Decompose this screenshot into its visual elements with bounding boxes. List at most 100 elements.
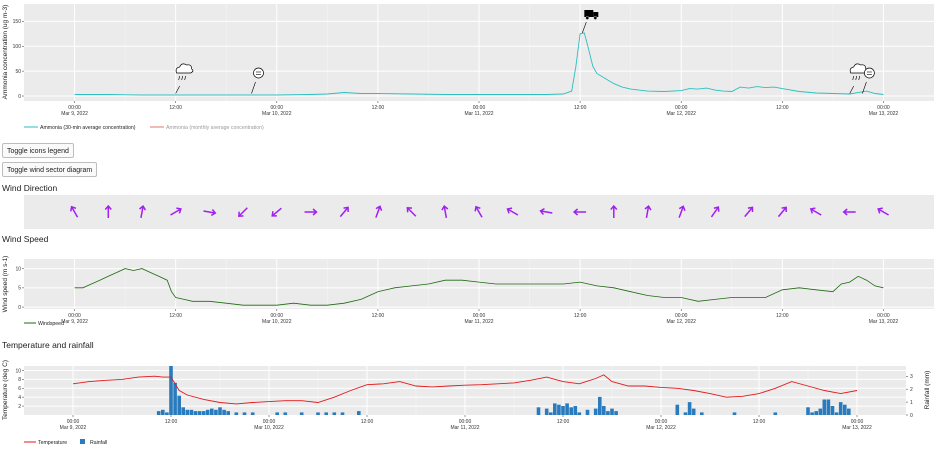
rainfall-bar — [169, 366, 173, 415]
arrow-shaft — [272, 207, 282, 217]
wind-direction-arrow — [238, 207, 248, 218]
rainfall-bar — [593, 408, 598, 415]
x-tick-label: 12:00 — [372, 105, 385, 111]
arrow-shaft — [540, 210, 553, 214]
toggle-icons-legend-button[interactable]: Toggle icons legend — [2, 143, 74, 158]
legend-label-monthly: Ammonia (monthly average concentration) — [166, 125, 264, 131]
arrow-head — [104, 204, 112, 210]
rainfall-bar — [340, 412, 345, 415]
wind-direction-arrow — [406, 206, 417, 217]
x-tick-date-label: Mar 12, 2022 — [666, 319, 696, 325]
arrow-shaft — [744, 207, 753, 218]
rainfall-bar — [181, 407, 185, 415]
rainfall-bar — [316, 412, 320, 415]
y-tick-label: 50 — [15, 69, 21, 75]
icon-pointer-line — [849, 85, 855, 94]
arrow-shaft — [507, 208, 519, 216]
y-tick-label: 6 — [18, 386, 21, 392]
y-axis-label: Temperature (deg C) — [2, 360, 9, 420]
rain-cloud-icon — [175, 63, 194, 94]
x-tick-date-label: Mar 10, 2022 — [254, 425, 284, 431]
rain-cloud-icon — [849, 63, 868, 94]
arrow-head — [210, 209, 217, 217]
rainfall-bar — [553, 403, 557, 415]
rainfall-bar — [156, 411, 161, 415]
arrow-head — [539, 207, 545, 215]
arrow-head — [312, 208, 318, 216]
rainfall-bar — [826, 399, 831, 415]
rainfall-bar — [687, 402, 692, 415]
rainfall-bar — [814, 411, 818, 415]
wind-direction-arrow — [644, 204, 652, 219]
arrow-shaft — [238, 207, 248, 217]
rainfall-bar — [843, 404, 847, 415]
arrow-head — [238, 211, 244, 218]
x-tick-date-label: Mar 9, 2022 — [61, 319, 88, 325]
rainfall-bar — [189, 409, 194, 415]
rainfall-bar — [242, 412, 247, 415]
rainfall-bar — [173, 382, 177, 415]
x-tick-date-label: Mar 11, 2022 — [464, 111, 493, 117]
y-tick-label: 100 — [13, 44, 22, 50]
rain-drop — [858, 75, 861, 81]
legend-label-rainfall: Rainfall — [90, 440, 107, 446]
toggle-wind-sector-button[interactable]: Toggle wind sector diagram — [2, 162, 98, 177]
rainfall-bar — [573, 406, 578, 415]
x-tick-label: 12:00 — [574, 313, 587, 319]
icon-pointer-line — [251, 81, 256, 94]
arrow-head — [809, 207, 816, 214]
y-tick-label: 0 — [18, 94, 21, 100]
icon-pointer-line — [582, 21, 587, 33]
wind-direction-arrow — [203, 209, 217, 217]
x-tick-label: 00:00 — [675, 105, 688, 111]
x-tick-label: 00:00 — [877, 105, 890, 111]
x-tick-label: 00:00 — [271, 313, 284, 319]
wind-direction-arrow — [809, 207, 822, 216]
arrow-head — [70, 205, 77, 212]
rain-drop — [178, 75, 180, 81]
wind-direction-arrow — [539, 207, 553, 215]
rainfall-bar — [818, 408, 823, 415]
wind-direction-arrow — [572, 208, 587, 216]
arrow-head — [271, 211, 277, 217]
cloud-shape — [175, 63, 194, 74]
arrow-head — [343, 206, 349, 213]
truck-body — [584, 10, 594, 17]
rain-drop — [181, 75, 183, 81]
x-tick-label: 12:00 — [165, 419, 178, 425]
arrow-shaft — [203, 210, 215, 214]
arrow-head — [441, 204, 449, 211]
rainfall-bar — [700, 412, 704, 415]
arrow-head — [842, 208, 848, 216]
legend-label-windspeed: Windspeed — [38, 321, 64, 327]
x-tick-label: 12:00 — [776, 105, 789, 111]
rainfall-bar — [214, 409, 218, 415]
x-tick-date-label: Mar 13, 2022 — [842, 425, 872, 431]
rainfall-bar — [299, 412, 304, 415]
rainfall-bar — [177, 395, 181, 415]
x-tick-label: 12:00 — [776, 313, 789, 319]
wind-direction-arrow — [441, 204, 449, 219]
y-tick-label: 10 — [15, 368, 21, 374]
rainfall-bar — [610, 408, 614, 415]
arrow-shaft — [878, 208, 889, 216]
rainfall-bar — [822, 399, 827, 415]
rain-drop — [852, 75, 855, 81]
rainfall-bar — [557, 404, 561, 415]
y-tick-label: 150 — [13, 19, 22, 25]
x-tick-label: 00:00 — [851, 419, 864, 425]
arrow-head — [610, 204, 618, 210]
windspeed-series-line — [74, 268, 884, 306]
x-tick-label: 00:00 — [675, 313, 688, 319]
icon-pointer-line — [175, 85, 180, 94]
wind-direction-arrow — [70, 205, 79, 218]
arrow-shaft — [71, 206, 79, 218]
clock-icon — [251, 67, 264, 94]
rainfall-bar — [250, 412, 255, 415]
wind-direction-arrow — [139, 204, 147, 219]
rainfall-bar — [565, 403, 569, 415]
rainfall-bar — [283, 412, 288, 415]
y-axis-label: Ammonia concentration (ug m-3) — [2, 5, 9, 100]
arrow-shaft — [407, 207, 417, 217]
wind-direction-arrow — [842, 208, 856, 216]
